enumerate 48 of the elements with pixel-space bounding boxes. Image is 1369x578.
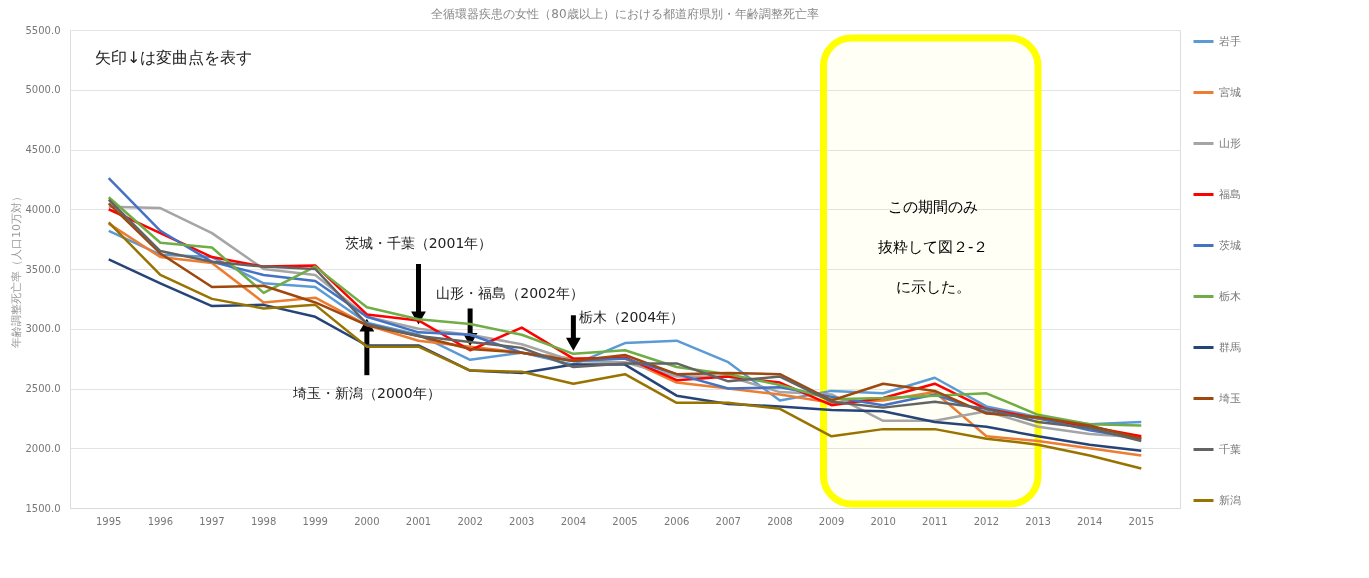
annotation: 茨城・千葉（2001年） xyxy=(344,234,493,251)
x-tick-label: 1997 xyxy=(199,515,225,527)
x-tick-label: 2015 xyxy=(1128,515,1155,527)
text: この期間のみ抜粋して図２-２に示した。 xyxy=(878,197,989,296)
x-tick-label: 1995 xyxy=(95,515,122,527)
y-axis-title: 年齢調整死亡率（人口10万対） xyxy=(9,191,23,348)
y-tick-label: 3500.0 xyxy=(25,263,61,275)
legend-label: 新潟 xyxy=(1219,493,1241,507)
legend-label: 千葉 xyxy=(1219,442,1241,456)
x-tick-label: 2002 xyxy=(457,515,483,527)
annotation: 埼玉・新潟（2000年） xyxy=(292,385,441,402)
x-tick-label: 1999 xyxy=(302,515,328,527)
x-tick-label: 1996 xyxy=(147,515,174,527)
x-tick-label: 2001 xyxy=(405,515,432,527)
legend-label: 埼玉 xyxy=(1218,391,1241,405)
legend-label: 群馬 xyxy=(1219,340,1241,354)
x-tick-label: 2003 xyxy=(509,515,535,527)
x-tick-label: 2012 xyxy=(973,515,1000,527)
x-tick-label: 1998 xyxy=(250,515,277,527)
x-tick-label: 2008 xyxy=(767,515,793,527)
y-tick-label: 3000.0 xyxy=(25,323,61,335)
y-tick-label: 2500.0 xyxy=(25,383,61,394)
annotation: 栃木（2004年） xyxy=(578,309,685,326)
x-tick-label: 2005 xyxy=(612,515,638,527)
y-tick-label: 4000.0 xyxy=(25,203,61,215)
x-tick-label: 2011 xyxy=(922,515,948,527)
legend-label: 岩手 xyxy=(1219,34,1241,48)
x-tick-label: 2010 xyxy=(870,515,896,527)
y-tick-label: 2000.0 xyxy=(25,442,61,454)
y-tick-label: 1500.0 xyxy=(25,502,61,514)
annotation: 矢印↓は変曲点を表す xyxy=(95,48,253,67)
x-tick-label: 2014 xyxy=(1076,515,1103,527)
legend-label: 福島 xyxy=(1219,187,1241,201)
x-tick-label: 2009 xyxy=(818,515,845,527)
x-tick-label: 2000 xyxy=(354,515,380,527)
y-tick-label: 5500.0 xyxy=(25,24,61,36)
legend-label: 山形 xyxy=(1219,136,1241,150)
x-tick-label: 2013 xyxy=(1025,515,1051,527)
y-tick-label: 4500.0 xyxy=(25,144,61,155)
annotation: 山形・福島（2002年） xyxy=(436,285,584,302)
chart-title: 全循環器疾患の女性（80歳以上）における都道府県別・年齢調整死亡率 xyxy=(431,7,819,21)
x-tick-label: 2007 xyxy=(715,515,741,527)
legend-label: 宮城 xyxy=(1219,85,1241,99)
legend-label: 栃木 xyxy=(1219,289,1241,303)
x-tick-label: 2004 xyxy=(560,515,587,527)
x-tick-label: 2006 xyxy=(663,515,690,527)
legend-label: 茨城 xyxy=(1219,238,1241,252)
y-tick-label: 5000.0 xyxy=(25,84,61,96)
